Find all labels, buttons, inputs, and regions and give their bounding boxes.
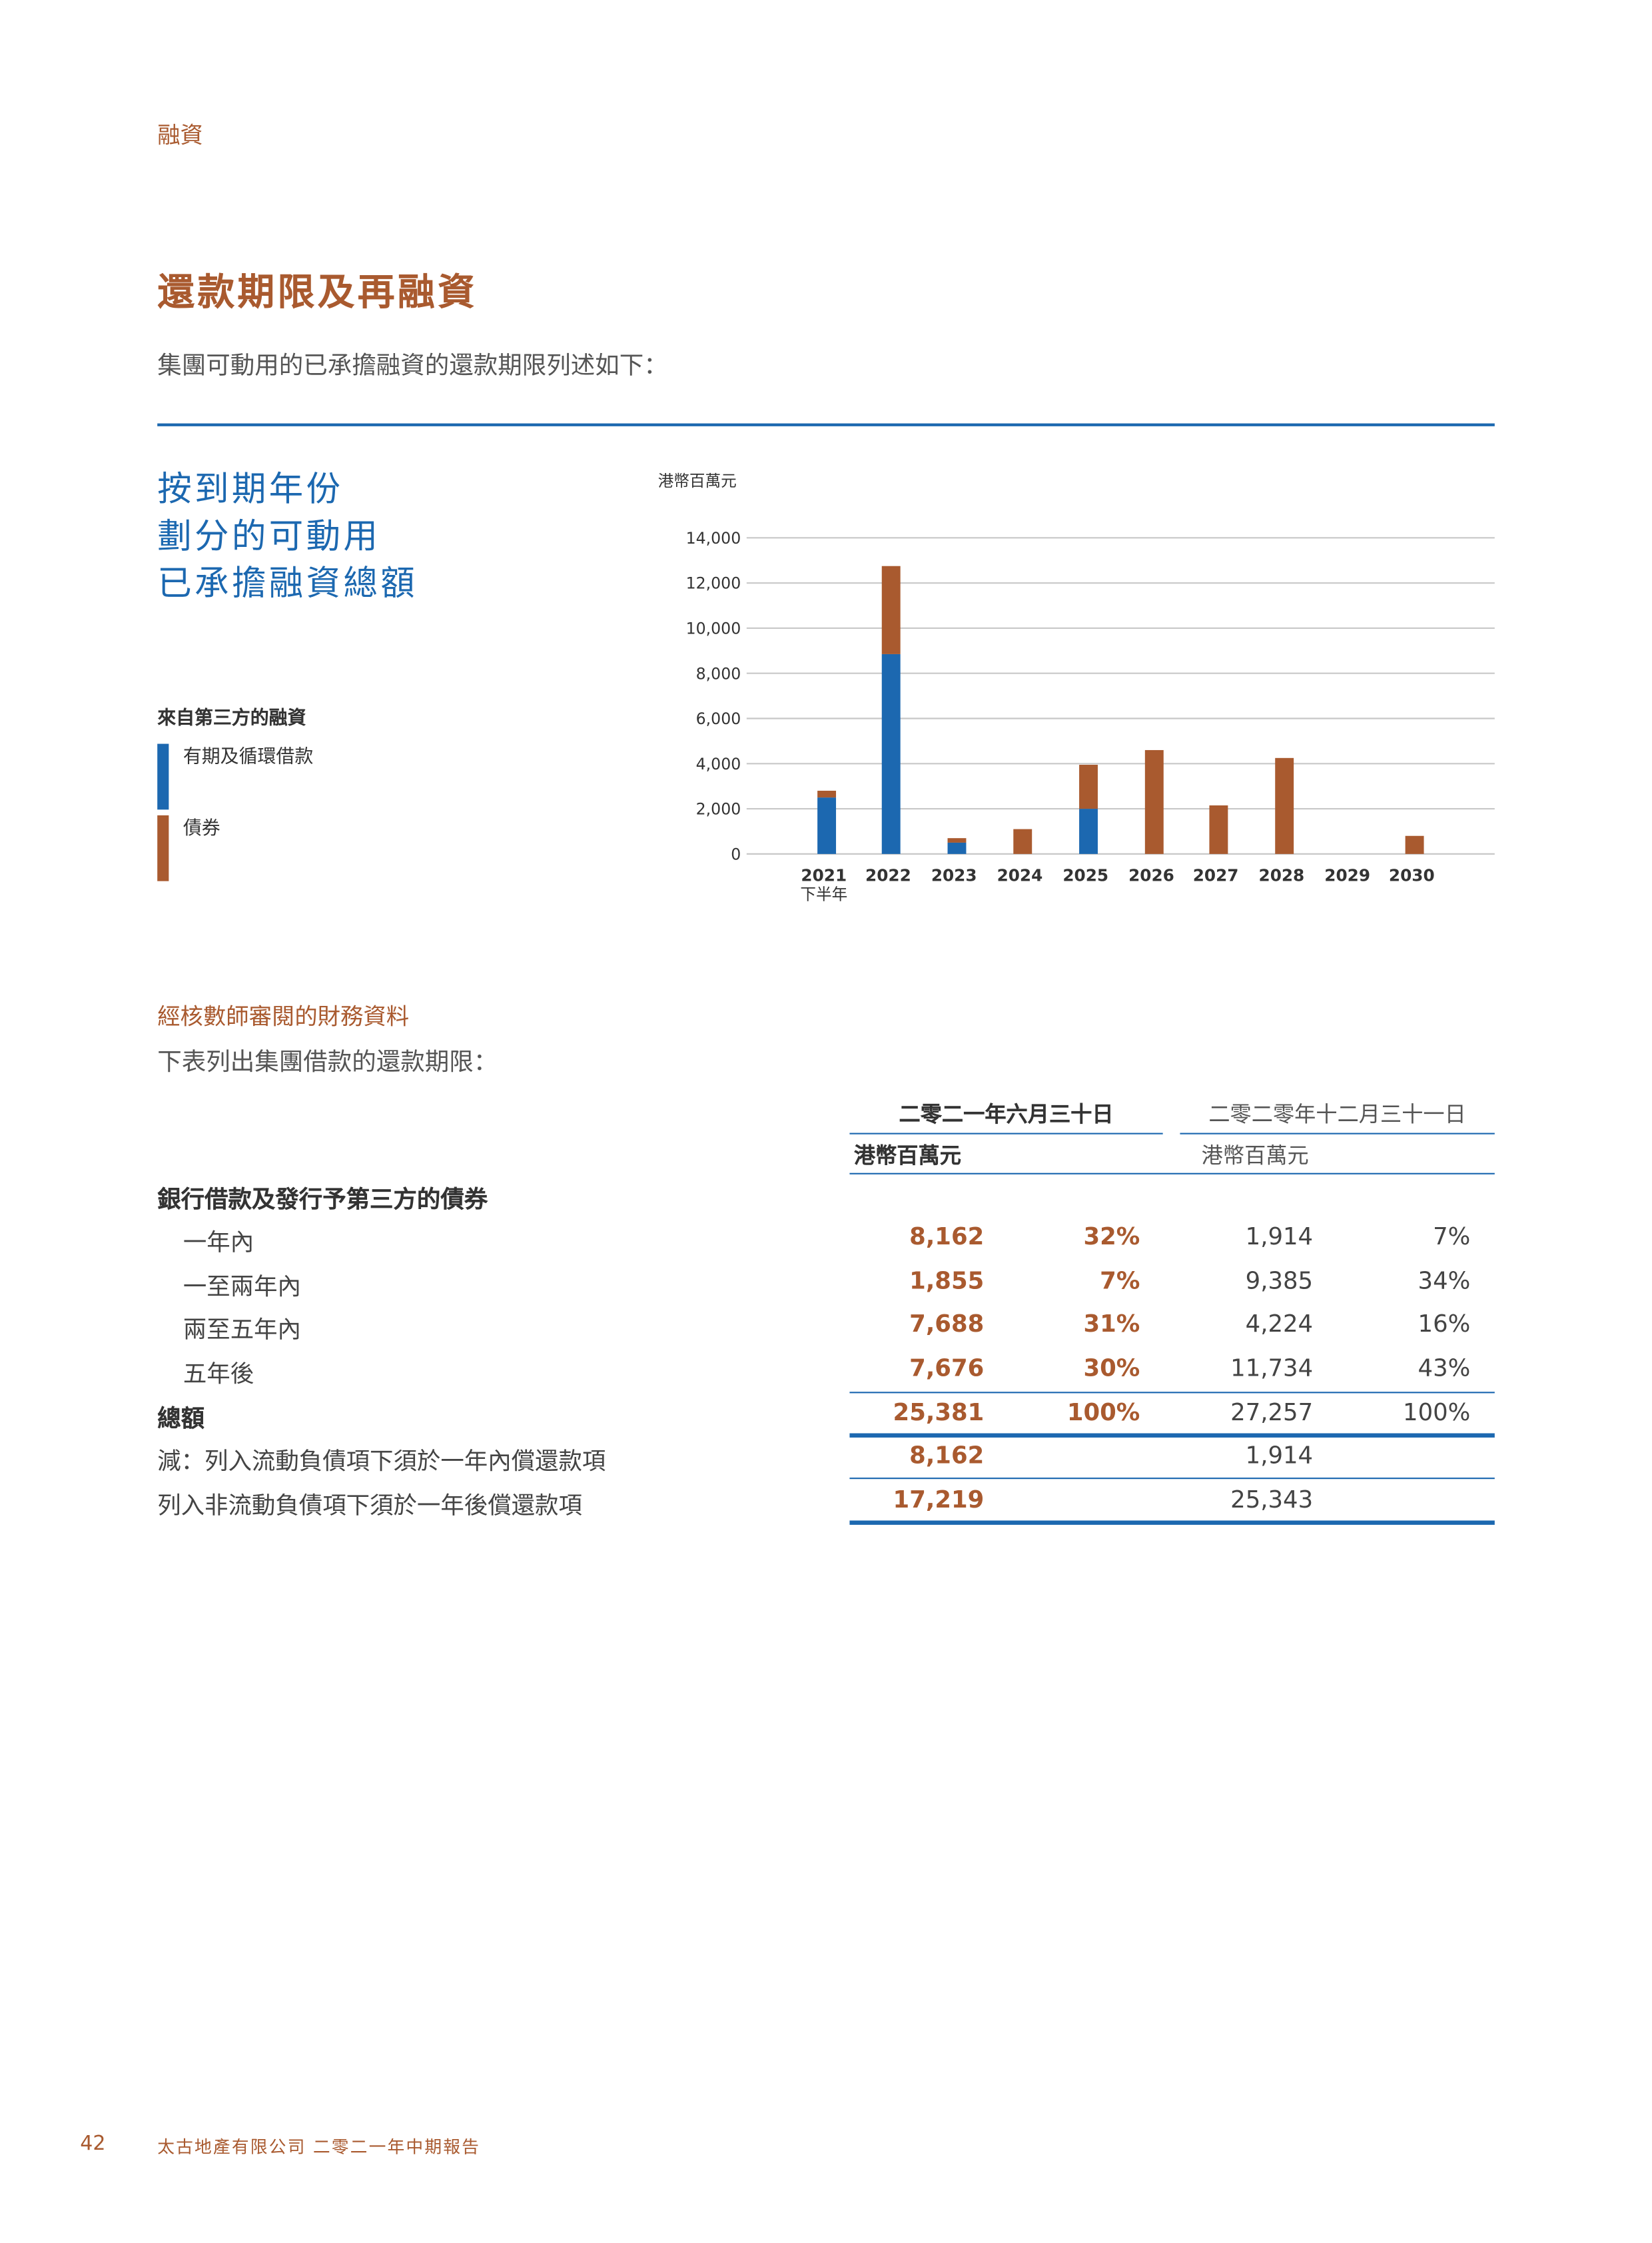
footer-text: 太古地產有限公司 二零二一年中期報告 <box>157 2136 481 2157</box>
total-2020: 27,257 <box>1230 1398 1314 1426</box>
x-tick-sublabel: 下半年 <box>800 885 847 904</box>
row-pct-2020: 34% <box>1418 1266 1471 1294</box>
total-label: 總額 <box>157 1404 205 1432</box>
row-pct-2021: 31% <box>1083 1310 1140 1338</box>
x-tick-label: 2027 <box>1193 866 1239 885</box>
legend-swatch-bonds <box>157 815 169 881</box>
row-pct-2021: 32% <box>1083 1222 1140 1250</box>
row-value-2020: 9,385 <box>1245 1266 1314 1294</box>
bar-loans-2023 <box>947 842 967 854</box>
y-tick-label: 2,000 <box>696 800 741 819</box>
x-tick-label: 2028 <box>1259 866 1305 885</box>
x-tick-label: 2024 <box>997 866 1043 885</box>
group-label: 銀行借款及發行予第三方的債券 <box>157 1186 488 1213</box>
row-pct-2020: 7% <box>1433 1222 1471 1250</box>
bar-bonds-2028 <box>1275 757 1294 854</box>
row-label: 兩至五年內 <box>183 1316 301 1344</box>
bar-bonds-2026 <box>1144 749 1164 854</box>
row-value-2020: 4,224 <box>1245 1310 1314 1338</box>
divider <box>157 423 1495 426</box>
page-number: 42 <box>80 2132 106 2156</box>
col-header-2020: 二零二零年十二月三十一日 <box>1208 1101 1466 1127</box>
unit-rule <box>849 1172 1495 1174</box>
chart-heading-line: 劃分的可動用 <box>157 516 381 557</box>
bar-bonds-2024 <box>1013 829 1032 854</box>
row-label: 一年內 <box>183 1228 254 1256</box>
header-rule <box>1180 1132 1495 1134</box>
total-2021: 25,381 <box>893 1398 985 1426</box>
current-2021: 8,162 <box>909 1442 985 1470</box>
row-pct-2020: 43% <box>1418 1354 1471 1382</box>
total-pct-2020: 100% <box>1403 1398 1471 1426</box>
row-value-2020: 1,914 <box>1245 1222 1314 1250</box>
bar-loans-2021 <box>817 797 837 854</box>
unit-2020: 港幣百萬元 <box>1201 1142 1309 1169</box>
current-label: 減：列入流動負債項下須於一年內償還款項 <box>157 1447 606 1475</box>
y-tick-label: 8,000 <box>696 664 741 683</box>
y-tick-label: 4,000 <box>696 755 741 773</box>
y-axis-unit: 港幣百萬元 <box>658 472 737 490</box>
total-pct-2021: 100% <box>1066 1398 1140 1426</box>
row-label: 一至兩年內 <box>183 1272 301 1300</box>
x-tick-label: 2022 <box>865 866 911 885</box>
x-tick-label: 2023 <box>931 866 977 885</box>
current-2020: 1,914 <box>1245 1442 1314 1470</box>
x-tick-label: 2025 <box>1062 866 1108 885</box>
bar-bonds-2025 <box>1079 764 1098 809</box>
row-label: 五年後 <box>183 1360 254 1388</box>
current-rule <box>849 1478 1495 1480</box>
y-tick-label: 10,000 <box>686 620 741 638</box>
legend-swatch-loans <box>157 743 169 810</box>
bar-bonds-2021 <box>817 790 837 798</box>
row-value-2021: 7,688 <box>909 1310 985 1338</box>
subtotal-rule <box>849 1392 1495 1394</box>
noncurrent-2020: 25,343 <box>1230 1486 1314 1514</box>
x-tick-label: 2026 <box>1128 866 1174 885</box>
intro-text: 集團可動用的已承擔融資的還款期限列述如下： <box>157 352 668 381</box>
page-title: 還款期限及再融資 <box>157 271 478 315</box>
table-intro: 下表列出集團借款的還款期限： <box>157 1048 498 1077</box>
bar-chart: 港幣百萬元 0 2,000 4,000 6,000 8,000 10,000 12,000 1… <box>658 472 1495 904</box>
row-value-2021: 7,676 <box>909 1354 985 1382</box>
row-value-2021: 8,162 <box>909 1222 985 1250</box>
row-pct-2021: 30% <box>1083 1354 1140 1382</box>
total-rule <box>849 1433 1495 1437</box>
y-tick-label: 0 <box>731 845 741 863</box>
chart-heading-line: 按到期年份 <box>157 469 344 510</box>
y-tick-label: 6,000 <box>696 709 741 728</box>
header-rule <box>849 1132 1163 1134</box>
x-tick-label: 2029 <box>1324 866 1370 885</box>
bar-bonds-2022 <box>881 566 901 654</box>
bar-bonds-2027 <box>1209 805 1228 854</box>
final-rule <box>849 1520 1495 1524</box>
x-tick-label: 2021 <box>801 866 847 885</box>
bar-bonds-2030 <box>1405 835 1424 854</box>
y-tick-label: 14,000 <box>686 529 741 548</box>
noncurrent-label: 列入非流動負債項下須於一年後償還款項 <box>157 1492 582 1520</box>
legend-label-loans: 有期及循環借款 <box>183 746 314 769</box>
table-section-title: 經核數師審閱的財務資料 <box>157 1003 410 1030</box>
bar-loans-2025 <box>1079 809 1098 854</box>
unit-2021: 港幣百萬元 <box>853 1142 961 1169</box>
bar-bonds-2023 <box>947 838 967 843</box>
bar-loans-2022 <box>881 654 901 854</box>
legend-label-bonds: 債券 <box>183 818 220 840</box>
noncurrent-2021: 17,219 <box>893 1486 985 1514</box>
row-value-2021: 1,855 <box>909 1266 985 1294</box>
chart-heading-line: 已承擔融資總額 <box>157 563 418 604</box>
x-tick-label: 2030 <box>1389 866 1435 885</box>
row-value-2020: 11,734 <box>1230 1354 1314 1382</box>
row-pct-2020: 16% <box>1418 1310 1471 1338</box>
section-header: 融資 <box>157 121 203 149</box>
chart-heading: 按到期年份 劃分的可動用 已承擔融資總額 <box>157 466 418 608</box>
legend-title: 來自第三方的融資 <box>157 707 306 730</box>
col-header-2021: 二零二一年六月三十日 <box>899 1101 1114 1127</box>
row-pct-2021: 7% <box>1100 1266 1140 1294</box>
y-tick-label: 12,000 <box>686 574 741 593</box>
